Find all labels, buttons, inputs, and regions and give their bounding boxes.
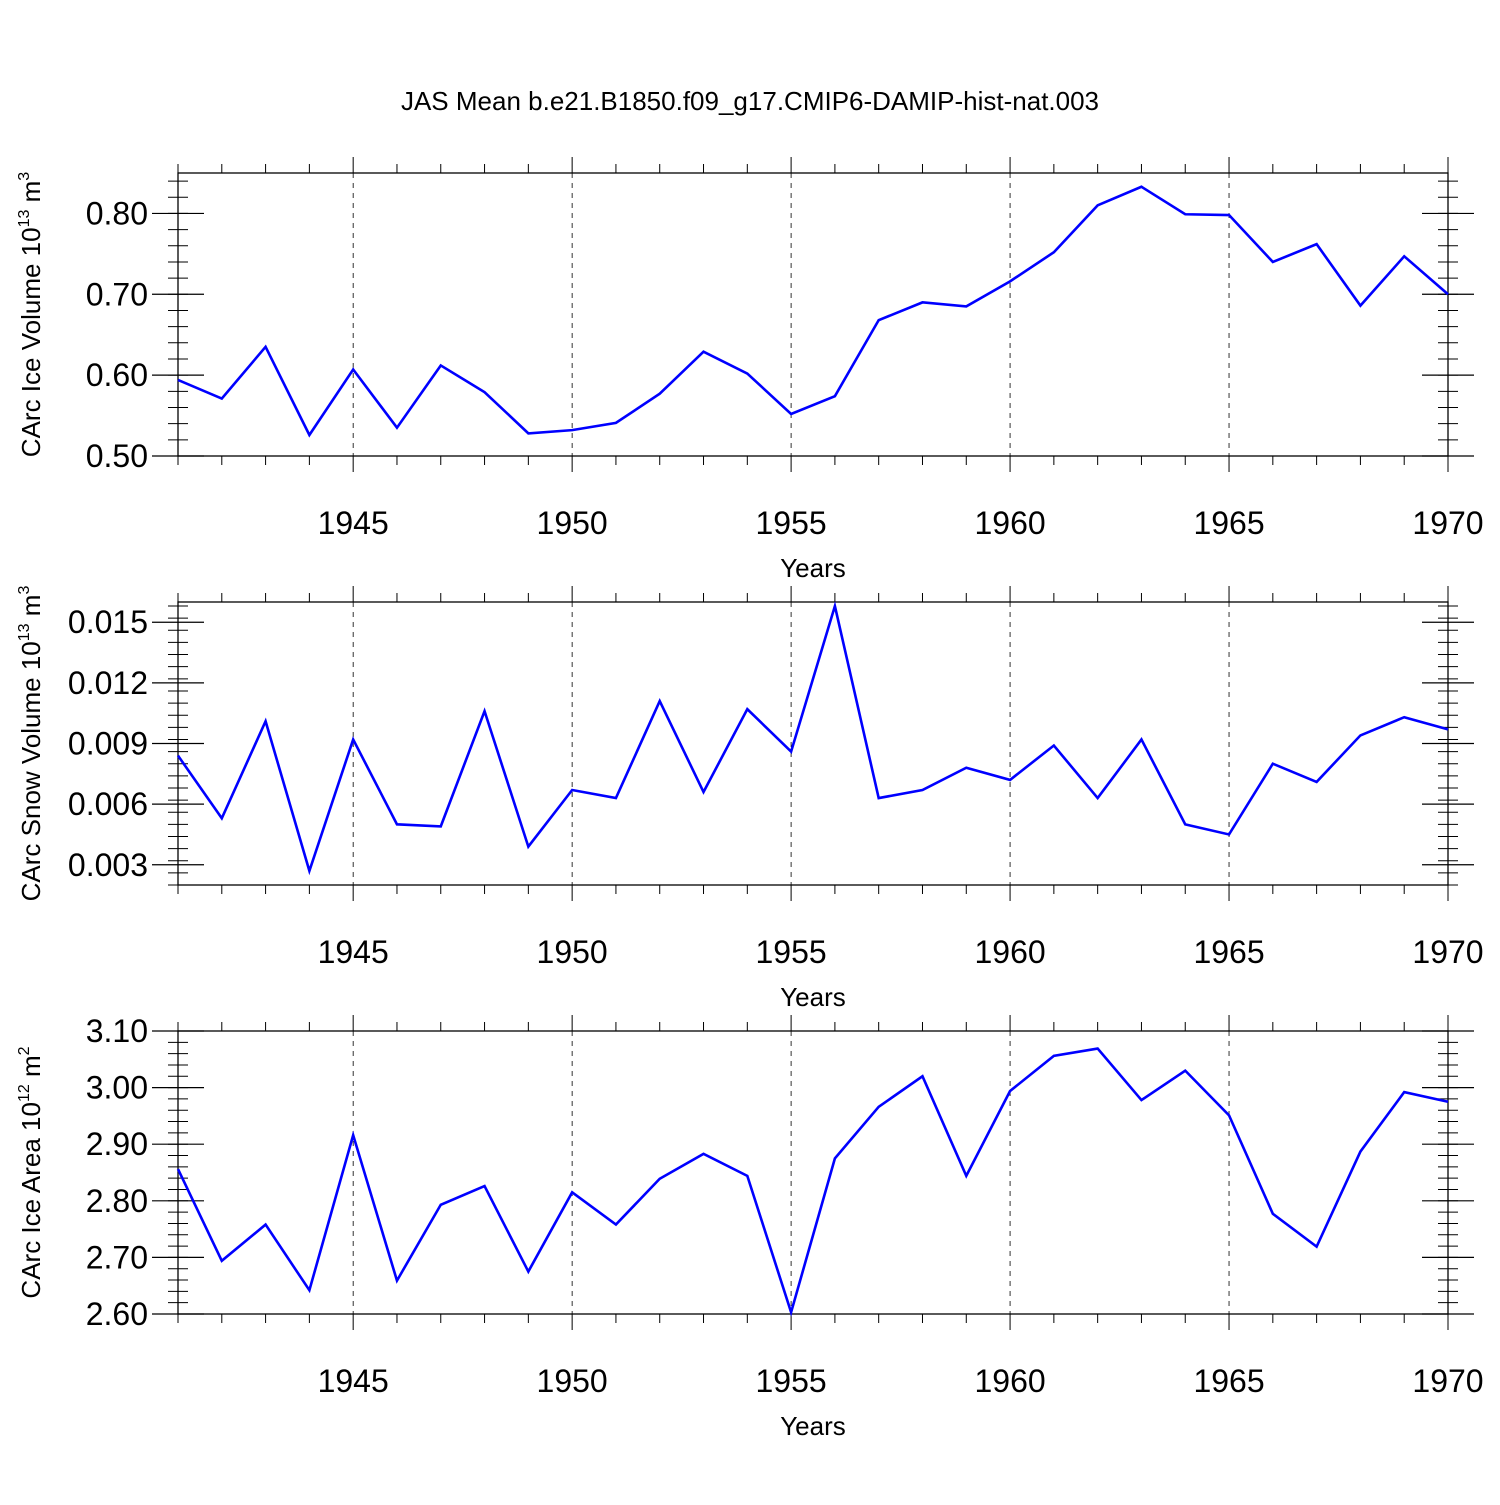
y-tick-label: 2.80 bbox=[86, 1183, 148, 1219]
panel-1: 0.50 0.60 0.70 0.80 1945 1950 1955 1960 1965 1970… bbox=[16, 157, 1484, 583]
plot-frame bbox=[178, 173, 1448, 456]
x-tick-label: 1945 bbox=[318, 1363, 389, 1399]
y-tick-label: 0.009 bbox=[68, 726, 148, 762]
x-tick-label: 1965 bbox=[1193, 934, 1264, 970]
y-tick-label: 0.012 bbox=[68, 665, 148, 701]
x-tick-label: 1960 bbox=[974, 505, 1045, 541]
panel-2: 0.003 0.006 0.009 0.012 0.015 1945 1950 1955 196… bbox=[16, 586, 1484, 1012]
x-tick-label: 1970 bbox=[1412, 505, 1483, 541]
y-tick-label: 0.003 bbox=[68, 847, 148, 883]
x-tick-label: 1950 bbox=[537, 1363, 608, 1399]
panel-3: 2.60 2.70 2.80 2.90 3.00 3.10 1945 1950 1955 1960… bbox=[16, 1013, 1484, 1441]
x-tick-label: 1960 bbox=[974, 934, 1045, 970]
y-axis-title-unit-exponent: 3 bbox=[16, 172, 33, 181]
y-tick-label: 3.00 bbox=[86, 1070, 148, 1106]
y-axis-title: CArc Ice Volume 1013 m3 bbox=[16, 172, 46, 457]
y-axis-title-text: CArc Snow Volume 10 bbox=[16, 641, 46, 901]
y-tick-label: 0.70 bbox=[86, 276, 148, 312]
x-tick-label: 1945 bbox=[318, 934, 389, 970]
plot-frame bbox=[178, 602, 1448, 885]
x-tick-label: 1955 bbox=[756, 505, 827, 541]
y-axis-title-unit-exponent: 2 bbox=[16, 1046, 33, 1055]
y-axis-title-unit: m bbox=[16, 1055, 46, 1084]
y-tick-label: 0.015 bbox=[68, 604, 148, 640]
y-tick-label: 2.90 bbox=[86, 1126, 148, 1162]
x-tick-label: 1945 bbox=[318, 505, 389, 541]
y-tick-label: 0.006 bbox=[68, 786, 148, 822]
series-line bbox=[178, 187, 1448, 435]
x-tick-label: 1950 bbox=[537, 934, 608, 970]
x-axis-title: Years bbox=[780, 553, 846, 583]
y-axis-title-text: CArc Ice Volume 10 bbox=[16, 227, 46, 457]
plot-frame bbox=[178, 1031, 1448, 1314]
x-tick-label: 1955 bbox=[756, 1363, 827, 1399]
y-axis-title-unit: m bbox=[16, 181, 46, 210]
x-tick-label: 1970 bbox=[1412, 934, 1483, 970]
y-axis-title-exponent: 12 bbox=[16, 1084, 33, 1102]
x-tick-label: 1970 bbox=[1412, 1363, 1483, 1399]
y-axis-title-unit-exponent: 3 bbox=[16, 586, 33, 595]
y-axis-title-text: CArc Ice Area 10 bbox=[16, 1102, 46, 1299]
y-axis-title: CArc Ice Area 1012 m2 bbox=[16, 1046, 46, 1298]
x-axis-title: Years bbox=[780, 982, 846, 1012]
y-tick-label: 0.50 bbox=[86, 438, 148, 474]
x-tick-label: 1960 bbox=[974, 1363, 1045, 1399]
series-line bbox=[178, 1049, 1448, 1313]
x-tick-label: 1965 bbox=[1193, 1363, 1264, 1399]
x-tick-label: 1955 bbox=[756, 934, 827, 970]
y-tick-label: 0.60 bbox=[86, 357, 148, 393]
y-axis-title-exponent: 13 bbox=[16, 623, 33, 641]
x-axis-title: Years bbox=[780, 1411, 846, 1441]
y-axis-title-exponent: 13 bbox=[16, 210, 33, 228]
y-axis-title: CArc Snow Volume 1013 m3 bbox=[16, 586, 46, 902]
x-tick-label: 1965 bbox=[1193, 505, 1264, 541]
chart-title: JAS Mean b.e21.B1850.f09_g17.CMIP6-DAMIP… bbox=[401, 86, 1099, 116]
y-tick-label: 2.60 bbox=[86, 1296, 148, 1332]
x-tick-label: 1950 bbox=[537, 505, 608, 541]
y-tick-label: 3.10 bbox=[86, 1013, 148, 1049]
y-tick-label: 2.70 bbox=[86, 1239, 148, 1275]
y-axis-title-unit: m bbox=[16, 595, 46, 624]
series-line bbox=[178, 606, 1448, 871]
y-tick-label: 0.80 bbox=[86, 195, 148, 231]
